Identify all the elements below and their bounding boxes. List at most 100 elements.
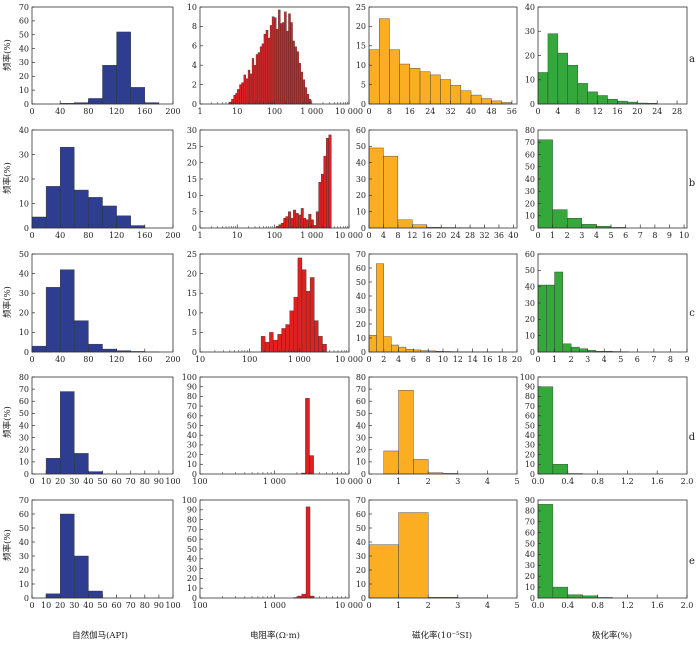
- y-tick-label: 80: [525, 507, 535, 516]
- y-tick-label: 60: [525, 412, 535, 421]
- bar: [554, 271, 564, 353]
- y-tick-label: 20: [525, 450, 535, 459]
- y-tick-label: 0: [530, 100, 535, 109]
- x-tick-label: 16: [612, 107, 622, 116]
- bar: [320, 173, 324, 229]
- bar: [88, 197, 103, 229]
- y-tick-label: 30: [525, 187, 535, 196]
- x-tick-label: 0: [366, 231, 371, 240]
- plot-frame: [537, 499, 688, 599]
- x-tick-label: 36: [494, 231, 504, 240]
- x-tick-label: 100: [165, 601, 180, 610]
- bar: [546, 284, 555, 353]
- bar: [308, 214, 312, 229]
- bar: [460, 90, 472, 105]
- y-tick-label: 0: [24, 348, 29, 357]
- y-tick-label: 40: [19, 44, 29, 53]
- bar: [255, 54, 259, 105]
- x-tick-label: 0.4: [561, 601, 574, 610]
- y-tick-label: 60: [19, 17, 29, 26]
- bar: [305, 291, 311, 353]
- bar: [567, 217, 583, 229]
- y-tick-label: 30: [19, 552, 29, 561]
- bar: [249, 73, 253, 105]
- y-tick-label: 40: [525, 3, 535, 12]
- bar: [383, 155, 399, 229]
- y-tick-label: 20: [19, 566, 29, 575]
- y-tick-label: 20: [356, 566, 366, 575]
- y-tick-label: 10: [356, 334, 366, 343]
- bar: [280, 222, 284, 229]
- bar: [286, 31, 289, 105]
- y-tick-label: 40: [525, 282, 535, 291]
- bar: [577, 83, 588, 105]
- x-tick-label: 70: [126, 477, 136, 486]
- bar: [288, 211, 292, 229]
- row-label-d: d: [689, 432, 696, 443]
- y-tick-label: 90: [187, 383, 197, 392]
- ylabel-row-d: 频率(%): [2, 406, 13, 438]
- y-tick-label: 10: [187, 584, 197, 593]
- x-tick-label: 12: [593, 107, 603, 116]
- y-tick-label: 70: [19, 385, 29, 394]
- x-tick-label: 0: [535, 355, 540, 364]
- bar: [368, 49, 380, 105]
- x-tick-label: 4: [485, 601, 490, 610]
- y-tick-label: 40: [356, 421, 366, 430]
- x-tick-label: 20: [632, 107, 642, 116]
- y-tick-label: 90: [187, 506, 197, 515]
- bar: [259, 46, 263, 105]
- y-tick-label: 25: [187, 142, 197, 151]
- y-tick-label: 30: [19, 289, 29, 298]
- x-tick-label: 0: [535, 231, 540, 240]
- y-tick-label: 30: [356, 306, 366, 315]
- x-tick-label: 50: [97, 477, 107, 486]
- y-tick-label: 60: [187, 412, 197, 421]
- x-tick-label: 4: [485, 477, 490, 486]
- bar: [440, 79, 451, 105]
- x-tick-label: 200: [165, 355, 180, 364]
- x-tick-label: 7: [638, 231, 643, 240]
- bar: [587, 91, 598, 105]
- y-tick-label: 0: [361, 594, 366, 603]
- y-tick-label: 10: [187, 309, 197, 318]
- x-tick-label: 1: [197, 231, 202, 240]
- x-tick-label: 12: [407, 231, 417, 240]
- y-tick-label: 40: [356, 158, 366, 167]
- x-tick-label: 10: [232, 231, 242, 240]
- y-tick-label: 70: [525, 518, 535, 527]
- bar: [280, 23, 283, 105]
- x-tick-label: 2.0: [681, 477, 694, 486]
- y-tick-label: 30: [525, 27, 535, 36]
- x-tick-label: 60: [112, 601, 122, 610]
- bar: [284, 11, 287, 105]
- bar: [419, 71, 431, 105]
- y-tick-label: 8: [192, 22, 197, 31]
- y-tick-label: 30: [19, 150, 29, 159]
- x-tick-label: 4: [396, 355, 401, 364]
- x-tick-label: 0: [29, 601, 34, 610]
- x-tick-label: 90: [154, 477, 164, 486]
- x-tick-label: 9: [684, 355, 689, 364]
- bar: [273, 17, 277, 105]
- x-tick-label: 80: [140, 477, 150, 486]
- bar: [398, 346, 407, 353]
- y-tick-label: 70: [356, 250, 366, 259]
- x-tick-label: 16: [482, 355, 492, 364]
- bar: [537, 72, 549, 105]
- x-tick-label: 0: [535, 107, 540, 116]
- x-tick-label: 6: [635, 355, 640, 364]
- bar: [275, 29, 279, 105]
- y-tick-label: 20: [187, 450, 197, 459]
- x-tick-label: 20: [436, 231, 446, 240]
- bar: [470, 94, 482, 105]
- bar: [304, 87, 308, 105]
- x-tick-label: 30: [69, 477, 79, 486]
- x-tick-label: 20: [512, 355, 522, 364]
- x-tick-label: 8: [426, 355, 431, 364]
- x-tick-label: 20: [55, 477, 65, 486]
- y-tick-label: 10: [19, 580, 29, 589]
